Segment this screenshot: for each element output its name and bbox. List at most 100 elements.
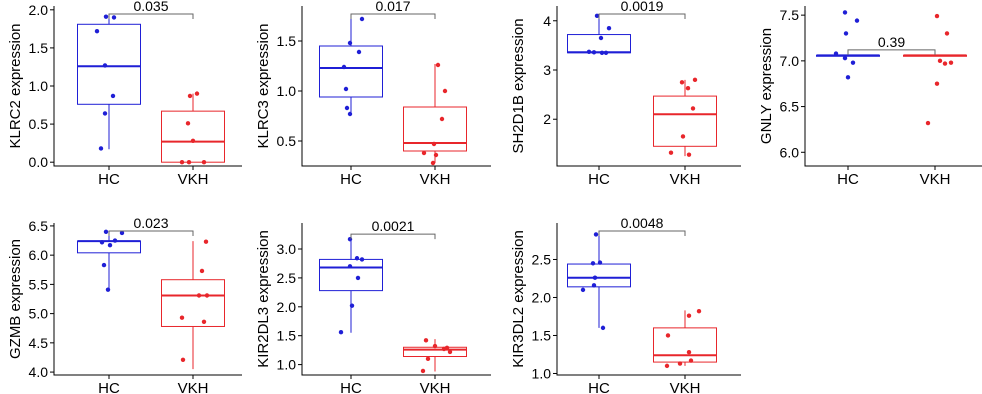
data-point bbox=[665, 333, 671, 338]
data-point bbox=[441, 346, 447, 352]
data-point bbox=[199, 268, 205, 274]
y-tick-label: 1.5 bbox=[277, 33, 297, 49]
data-point bbox=[447, 349, 453, 355]
y-tick-label: 7.5 bbox=[780, 7, 800, 23]
data-point bbox=[599, 50, 605, 55]
box-hc bbox=[567, 234, 631, 328]
data-point bbox=[180, 357, 186, 362]
data-point bbox=[111, 15, 117, 20]
box-hc bbox=[816, 54, 880, 57]
data-point bbox=[833, 51, 839, 56]
x-tick-label: VKH bbox=[920, 171, 951, 188]
data-point bbox=[341, 64, 347, 70]
data-point bbox=[347, 236, 353, 242]
data-point bbox=[686, 313, 692, 318]
y-axis-label: KLRC2 expression bbox=[7, 23, 24, 148]
significance-bracket bbox=[108, 230, 194, 236]
data-point bbox=[354, 256, 360, 261]
box-rect bbox=[77, 23, 141, 105]
box-vkh bbox=[403, 64, 467, 163]
data-point bbox=[119, 230, 125, 236]
box-vkh bbox=[653, 79, 717, 157]
data-point bbox=[603, 50, 609, 55]
y-tick-label: 6.0 bbox=[29, 247, 49, 263]
y-tick-label: 1.5 bbox=[532, 327, 552, 343]
box-vkh bbox=[161, 241, 225, 370]
y-tick-label: 3.0 bbox=[277, 241, 297, 257]
box-rect bbox=[161, 279, 225, 327]
x-tick-label: VKH bbox=[178, 171, 209, 188]
data-point bbox=[105, 287, 111, 292]
data-point bbox=[686, 152, 692, 157]
box-hc bbox=[567, 15, 631, 54]
data-point bbox=[204, 293, 210, 298]
data-point bbox=[842, 10, 848, 15]
data-point bbox=[420, 368, 426, 374]
y-axis-label: KIR3DL2 expression bbox=[510, 230, 527, 368]
box-hc bbox=[319, 239, 383, 333]
x-tick-label: VKH bbox=[670, 171, 701, 188]
x-tick-label: HC bbox=[588, 171, 610, 188]
data-point bbox=[580, 287, 586, 293]
data-point bbox=[664, 363, 670, 369]
significance-bracket bbox=[847, 49, 936, 55]
data-point bbox=[179, 159, 185, 165]
y-tick-label: 6.5 bbox=[29, 218, 49, 234]
data-point bbox=[359, 257, 365, 262]
data-point bbox=[423, 338, 429, 343]
y-axis-label: GZMB expression bbox=[7, 239, 24, 359]
data-point bbox=[934, 81, 940, 86]
data-point bbox=[107, 243, 113, 248]
data-point bbox=[196, 293, 202, 298]
data-point bbox=[586, 49, 592, 54]
data-point bbox=[101, 262, 107, 268]
data-point bbox=[925, 120, 931, 126]
data-point bbox=[590, 261, 596, 266]
data-point bbox=[190, 138, 196, 144]
data-point bbox=[692, 77, 698, 83]
data-point bbox=[593, 232, 599, 237]
p-value-label: 0.0021 bbox=[372, 218, 415, 234]
data-point bbox=[688, 358, 694, 363]
y-tick-label: 1.5 bbox=[29, 40, 49, 56]
panel-kir3dl2: 1.0 1.5 2.0 2.5 KIR3DL2 expression HC VKH 0.004… bbox=[510, 215, 741, 394]
data-point bbox=[685, 86, 691, 91]
data-point bbox=[186, 159, 192, 165]
data-point bbox=[432, 343, 438, 349]
y-tick-label: 1.0 bbox=[532, 365, 552, 381]
data-point bbox=[359, 16, 365, 22]
box-rect bbox=[653, 95, 717, 147]
y-tick-label: 2.5 bbox=[277, 270, 297, 286]
data-point bbox=[842, 55, 848, 61]
panel-gzmb: 4.0 4.5 5.0 5.5 6.0 6.5 GZMB expression HC VKH 0.… bbox=[7, 215, 242, 394]
p-value-label: 0.39 bbox=[878, 34, 905, 50]
data-point bbox=[343, 86, 349, 92]
data-point bbox=[102, 63, 108, 68]
data-point bbox=[344, 105, 350, 111]
box-hc bbox=[319, 19, 383, 114]
y-axis-label: KIR2DL3 expression bbox=[255, 230, 272, 368]
x-tick-label: VKH bbox=[670, 380, 701, 394]
data-point bbox=[421, 150, 427, 156]
significance-bracket bbox=[108, 13, 194, 19]
data-point bbox=[937, 58, 943, 64]
data-point bbox=[934, 13, 940, 19]
data-point bbox=[690, 106, 696, 111]
y-axis-label: KLRC3 expression bbox=[255, 23, 272, 148]
data-point bbox=[677, 361, 683, 366]
y-tick-label: 1.0 bbox=[277, 357, 297, 373]
p-value-label: 0.017 bbox=[375, 0, 410, 14]
data-point bbox=[425, 356, 431, 362]
y-tick-label: 0.0 bbox=[29, 154, 49, 170]
data-point bbox=[103, 14, 109, 19]
data-point bbox=[187, 93, 193, 99]
x-tick-label: VKH bbox=[420, 171, 451, 188]
panel-kir2dl3: 1.0 1.5 2.0 2.5 3.0 KIR2DL3 expression HC VKH 0.… bbox=[255, 218, 491, 394]
data-point bbox=[850, 60, 856, 65]
data-point bbox=[94, 28, 100, 34]
data-point bbox=[600, 325, 606, 331]
y-axis-label: SH2D1B expression bbox=[510, 18, 527, 153]
y-tick-label: 2.0 bbox=[532, 289, 552, 305]
data-point bbox=[347, 40, 353, 46]
